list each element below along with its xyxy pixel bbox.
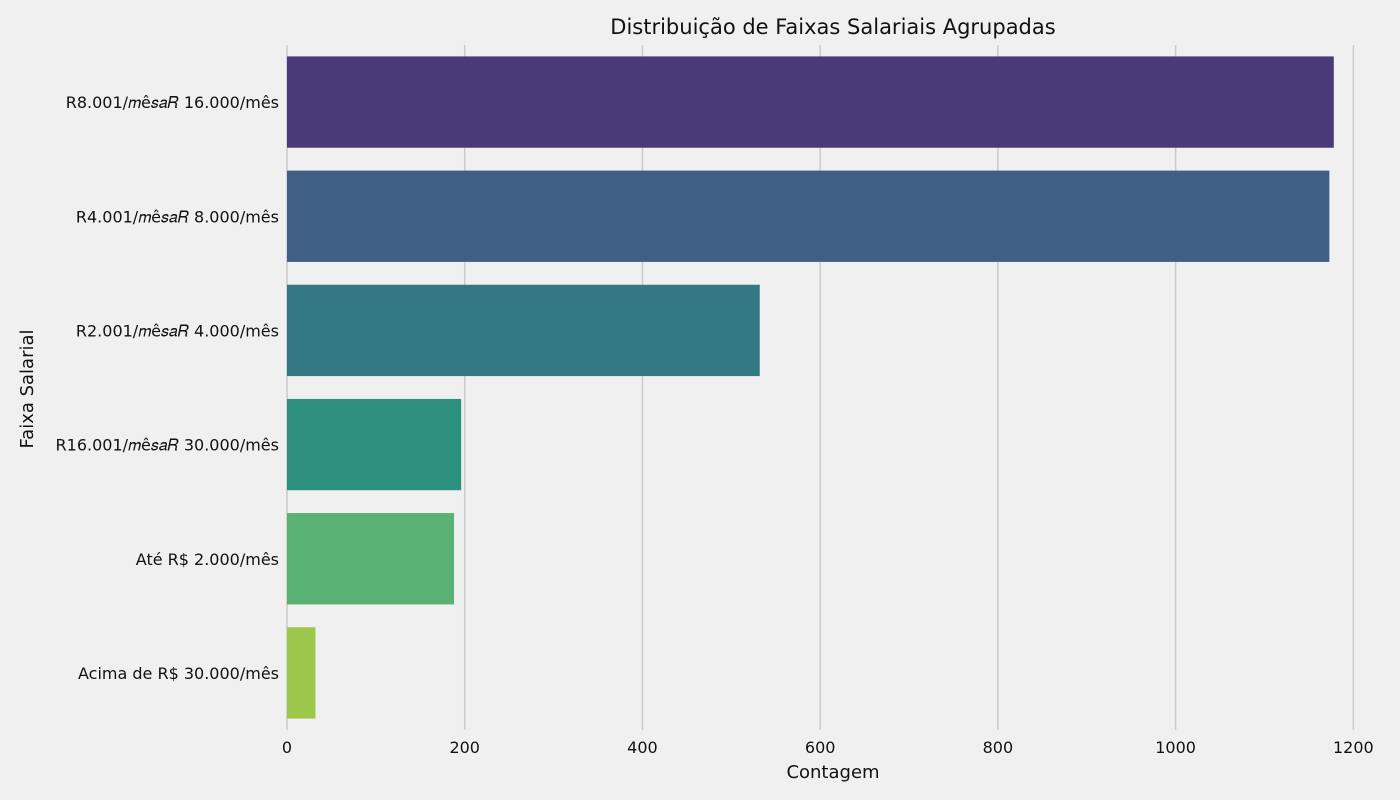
x-tick-label: 400 [627,738,658,757]
bar [287,627,316,719]
y-category-label: R2.001/𝑚ê𝑠𝑎𝑅 4.000/mês [76,321,279,340]
y-category-label: R4.001/𝑚ê𝑠𝑎𝑅 8.000/mês [76,207,279,226]
bar [287,398,462,491]
x-axis-label: Contagem [786,762,879,783]
bar [287,513,455,605]
x-tick-label: 600 [805,738,836,757]
y-category-label: R8.001/𝑚ê𝑠𝑎𝑅 16.000/mês [66,93,279,112]
y-category-labels: R8.001/𝑚ê𝑠𝑎𝑅 16.000/mês R4.001/𝑚ê𝑠𝑎𝑅 8.00… [56,93,279,683]
y-category-label: Acima de R$ 30.000/mês [78,664,279,683]
x-tick-label: 800 [983,738,1014,757]
bar [287,170,1330,262]
bar [287,56,1334,148]
chart-title: Distribuição de Faixas Salariais Agrupad… [610,15,1055,39]
bars [287,56,1334,719]
bar [287,284,760,377]
x-tick-label: 1200 [1333,738,1374,757]
x-tick-labels: 0 200 400 600 800 1000 1200 [282,738,1374,757]
x-tick-label: 0 [282,738,292,757]
y-category-label: R16.001/𝑚ê𝑠𝑎𝑅 30.000/mês [56,436,279,455]
y-category-label: Até R$ 2.000/mês [136,550,279,569]
grid-lines [286,45,1355,730]
x-tick-label: 200 [449,738,480,757]
x-tick-label: 1000 [1155,738,1196,757]
y-axis-label: Faixa Salarial [17,329,38,448]
